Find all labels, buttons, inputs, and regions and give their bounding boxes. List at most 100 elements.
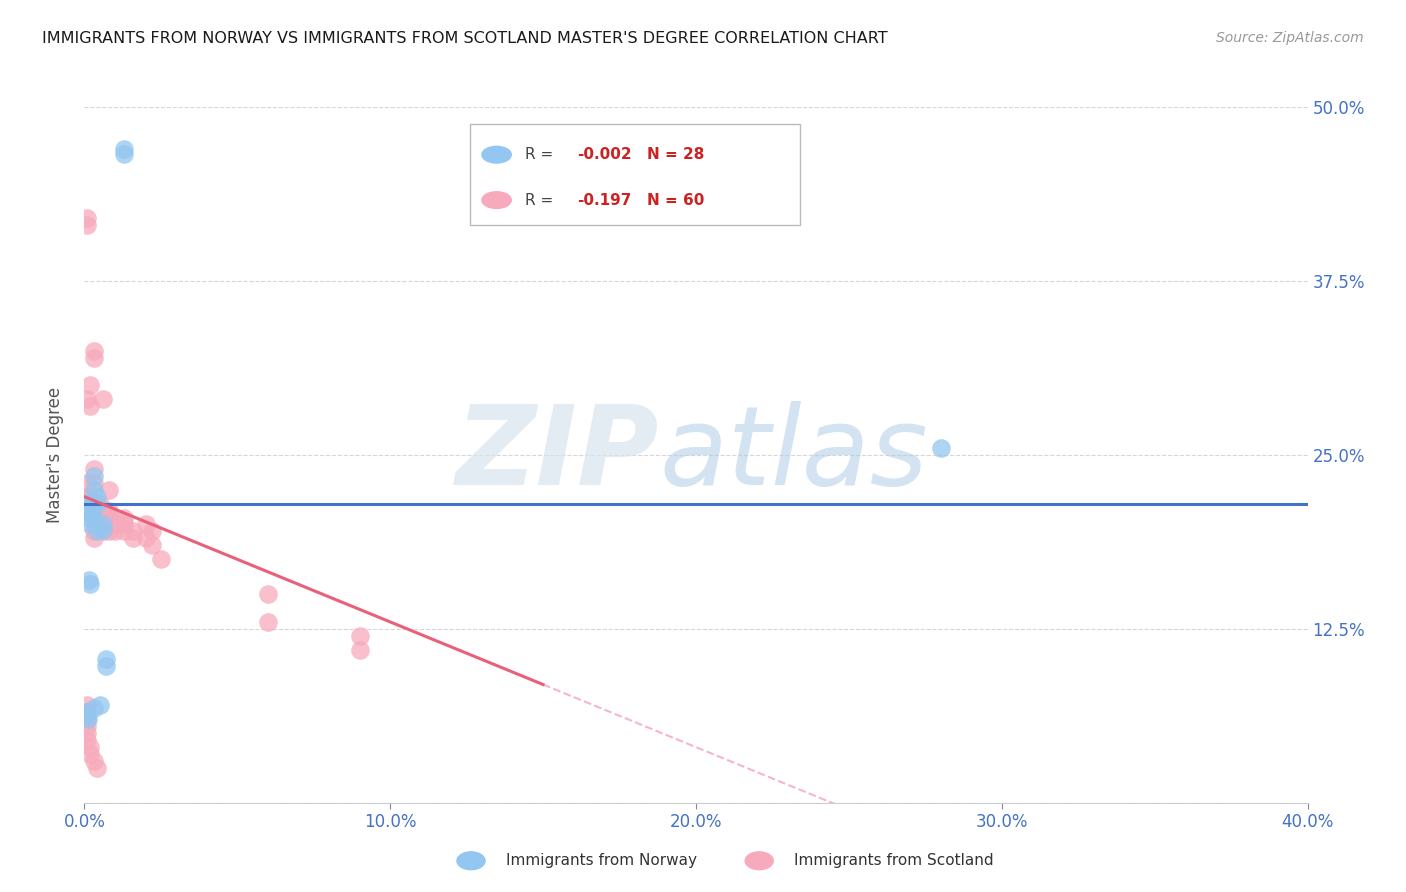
Point [141, 524, 163, 539]
Point [76, 712, 98, 726]
Point [257, 615, 280, 629]
Text: IMMIGRANTS FROM NORWAY VS IMMIGRANTS FROM SCOTLAND MASTER'S DEGREE CORRELATION C: IMMIGRANTS FROM NORWAY VS IMMIGRANTS FRO… [42, 31, 887, 46]
Point [91, 523, 114, 537]
Point [94, 503, 117, 517]
Text: -0.197: -0.197 [578, 193, 631, 208]
Point [80, 497, 103, 511]
Point [83, 351, 105, 365]
Point [76, 698, 98, 713]
Point [97, 503, 120, 517]
Circle shape [482, 146, 512, 163]
Text: -0.002: -0.002 [578, 147, 631, 162]
Point [79, 503, 101, 517]
Point [79, 503, 101, 517]
Point [89, 517, 111, 532]
Text: R =: R = [524, 147, 558, 162]
Point [76, 726, 98, 740]
Point [104, 524, 127, 539]
Point [76, 719, 98, 733]
Point [349, 642, 371, 657]
Text: N = 60: N = 60 [647, 193, 704, 208]
Point [83, 468, 105, 483]
Point [112, 147, 135, 161]
Y-axis label: Master's Degree: Master's Degree [45, 387, 63, 523]
Point [79, 747, 101, 761]
Point [76, 219, 98, 233]
Text: Immigrants from Norway: Immigrants from Norway [506, 854, 697, 868]
Point [257, 587, 280, 601]
Point [86, 497, 108, 511]
Point [89, 503, 111, 517]
Point [76, 392, 98, 407]
Point [104, 510, 127, 524]
Point [97, 517, 120, 532]
Point [79, 577, 101, 591]
Point [76, 733, 98, 747]
Text: N = 28: N = 28 [647, 147, 704, 162]
Point [112, 142, 135, 156]
Point [97, 524, 120, 539]
Point [83, 483, 105, 497]
Point [83, 754, 105, 768]
Point [80, 497, 103, 511]
Point [112, 510, 135, 524]
Text: R =: R = [524, 193, 562, 208]
Point [77, 712, 100, 726]
Point [83, 462, 105, 476]
Point [135, 517, 157, 532]
Point [101, 517, 124, 532]
Point [91, 517, 114, 532]
Point [86, 497, 108, 511]
Point [122, 532, 145, 546]
Text: atlas: atlas [659, 401, 928, 508]
Point [76, 475, 98, 490]
Point [91, 524, 114, 539]
Point [97, 510, 120, 524]
Point [141, 538, 163, 552]
Point [79, 497, 101, 511]
Point [135, 532, 157, 546]
Point [79, 740, 101, 755]
Point [83, 343, 105, 358]
Point [149, 552, 172, 566]
Point [122, 524, 145, 539]
Point [112, 517, 135, 532]
Point [83, 701, 105, 715]
Point [112, 517, 135, 532]
Point [79, 503, 101, 517]
Point [83, 510, 105, 524]
Point [349, 629, 371, 643]
Point [83, 524, 105, 539]
Point [86, 490, 108, 504]
Point [75, 706, 97, 720]
Point [89, 510, 111, 524]
Point [76, 490, 98, 504]
Point [97, 483, 120, 497]
Point [79, 490, 101, 504]
Point [91, 392, 114, 407]
Point [79, 517, 101, 532]
Point [77, 510, 100, 524]
Point [86, 761, 108, 775]
Point [77, 573, 100, 587]
Point [79, 399, 101, 413]
Point [97, 510, 120, 524]
Point [94, 659, 117, 673]
FancyBboxPatch shape [470, 124, 800, 226]
Point [76, 497, 98, 511]
Point [79, 378, 101, 392]
Point [94, 652, 117, 666]
Point [91, 517, 114, 532]
Text: Source: ZipAtlas.com: Source: ZipAtlas.com [1216, 31, 1364, 45]
Point [929, 441, 952, 455]
Point [86, 524, 108, 539]
Point [86, 503, 108, 517]
Text: ZIP: ZIP [456, 401, 659, 508]
Point [83, 517, 105, 532]
Point [76, 706, 98, 720]
Point [112, 524, 135, 539]
Point [76, 211, 98, 226]
Point [89, 497, 111, 511]
Point [89, 698, 111, 713]
Point [76, 708, 98, 723]
